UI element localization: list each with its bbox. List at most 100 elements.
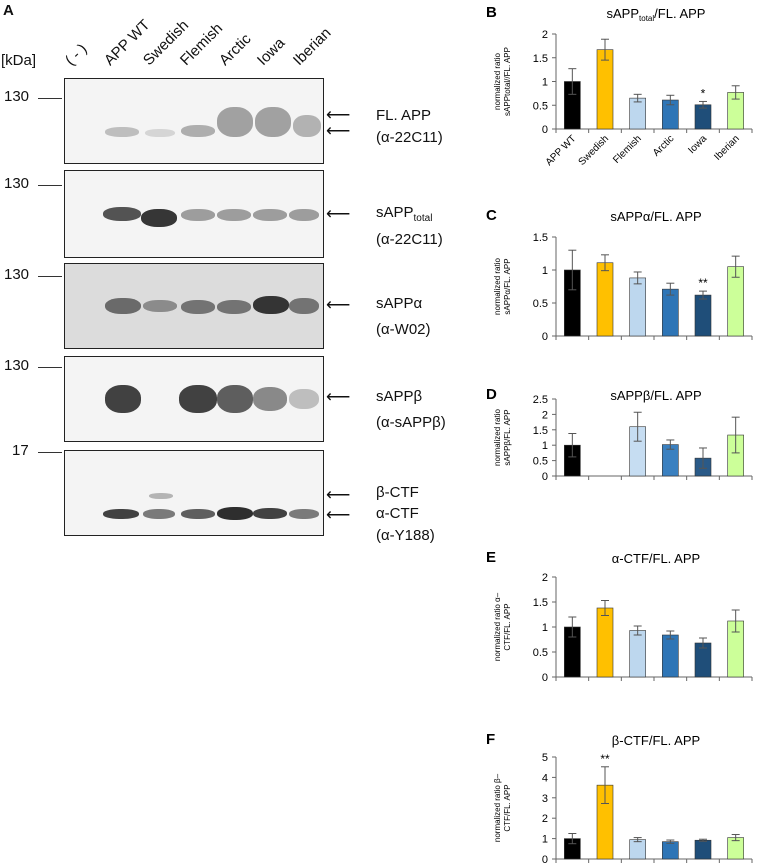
band — [289, 509, 319, 519]
panel-e-letter: E — [486, 549, 496, 566]
marker-tick — [38, 98, 62, 99]
chart-title: sAPPtotal/FL. APP — [607, 6, 706, 23]
y-tick-label: 0.5 — [533, 298, 548, 310]
bar — [596, 607, 614, 678]
x-tick-label: Flemish — [611, 133, 644, 166]
y-tick-label: 0 — [542, 471, 548, 483]
blot-antibody-w02: (α-W02) — [376, 321, 431, 338]
band — [217, 209, 251, 221]
blot-label-sapp-main: sAPP — [376, 204, 414, 221]
y-tick-label: 4 — [542, 772, 548, 784]
panel-f-letter: F — [486, 731, 495, 748]
band — [141, 209, 177, 227]
band — [293, 115, 321, 137]
y-tick-label: 1 — [542, 622, 548, 634]
arrow-icon: ⟵ — [326, 387, 351, 406]
bar — [662, 288, 679, 337]
band — [289, 298, 319, 314]
blot-fl-app — [64, 78, 324, 164]
blot-sapp-alpha — [64, 263, 324, 349]
arrow-icon: ⟵ — [326, 505, 351, 524]
blot-ctf — [64, 450, 324, 536]
blot-antibody-22c11: (α-22C11) — [376, 129, 443, 146]
bar — [629, 277, 646, 337]
chart-title-main: β-CTF/FL. APP — [612, 733, 700, 748]
y-tick-label: 1.5 — [533, 597, 548, 609]
y-axis-label: CTF/FL. APP — [503, 784, 512, 831]
band — [181, 509, 215, 519]
blot-label-sapp-sub: total — [413, 213, 433, 224]
band — [217, 107, 253, 137]
band — [253, 387, 287, 411]
blot-label-beta-ctf: β-CTF — [376, 484, 419, 501]
y-axis-label: normalized ratio α– — [493, 592, 502, 661]
y-tick-label: 1.5 — [533, 53, 548, 65]
band — [181, 300, 215, 314]
chart-title-main: sAPPα/FL. APP — [610, 209, 701, 224]
band — [105, 385, 141, 413]
blot-sapp-beta — [64, 356, 324, 442]
panel-b-letter: B — [486, 4, 497, 21]
band — [143, 509, 175, 519]
bar — [662, 841, 679, 860]
y-tick-label: 2 — [542, 409, 548, 421]
y-tick-label: 1.5 — [533, 425, 548, 437]
band — [103, 207, 141, 221]
chart-title: sAPPα/FL. APP — [610, 209, 701, 224]
band — [179, 385, 217, 413]
chart-title-main: sAPPβ/FL. APP — [610, 388, 701, 403]
band — [143, 300, 177, 312]
y-tick-label: 0 — [542, 854, 548, 866]
y-tick-label: 2 — [542, 813, 548, 825]
blot-antibody-y188: (α-Y188) — [376, 527, 435, 544]
band — [149, 493, 173, 499]
marker-130-1: 130 — [4, 88, 30, 105]
marker-130-2: 130 — [4, 175, 30, 192]
band — [255, 107, 291, 137]
significance-mark: * — [701, 86, 706, 100]
bar — [596, 262, 614, 337]
blot-label-sapp-total: sAPPtotal — [376, 202, 432, 229]
chart-title-main: sAPP — [607, 6, 640, 21]
x-tick-label: Swedish — [577, 133, 612, 168]
bar — [596, 49, 614, 130]
y-tick-label: 0.5 — [533, 100, 548, 112]
bar — [694, 294, 712, 337]
y-axis-label: normalized ratio — [493, 257, 502, 314]
band — [253, 209, 287, 221]
bar — [629, 630, 646, 678]
y-axis-label: normalized ratio — [493, 408, 502, 465]
marker-130-4: 130 — [4, 357, 30, 374]
panel-a-letter: A — [3, 2, 14, 19]
band — [253, 508, 287, 519]
bar — [629, 839, 646, 860]
y-axis-label: sAPPα/FL. APP — [503, 258, 512, 314]
marker-tick — [38, 452, 62, 453]
band — [181, 209, 215, 221]
chart-title-sub: total — [639, 14, 654, 23]
y-tick-label: 1.5 — [533, 232, 548, 244]
band — [289, 389, 319, 409]
y-tick-label: 2 — [542, 29, 548, 41]
chart-title: β-CTF/FL. APP — [612, 733, 700, 748]
y-tick-label: 0.5 — [533, 647, 548, 659]
band — [217, 300, 251, 314]
y-axis-label: CTF/FL. APP — [503, 603, 512, 650]
blot-antibody-sapp-beta: (α-sAPPβ) — [376, 414, 446, 431]
band — [105, 298, 141, 314]
x-tick-label: Iberian — [712, 133, 741, 162]
x-tick-label: APP WT — [544, 133, 579, 168]
y-axis-label: normalized ratio β– — [493, 773, 502, 842]
band — [289, 209, 319, 221]
blot-sapp-total — [64, 170, 324, 258]
y-axis-label: sAPPtotal//FL. APP — [503, 47, 512, 116]
marker-tick — [38, 276, 62, 277]
marker-130-3: 130 — [4, 266, 30, 283]
panel-c-letter: C — [486, 207, 497, 224]
significance-mark: ** — [698, 276, 708, 290]
bar — [629, 97, 646, 130]
